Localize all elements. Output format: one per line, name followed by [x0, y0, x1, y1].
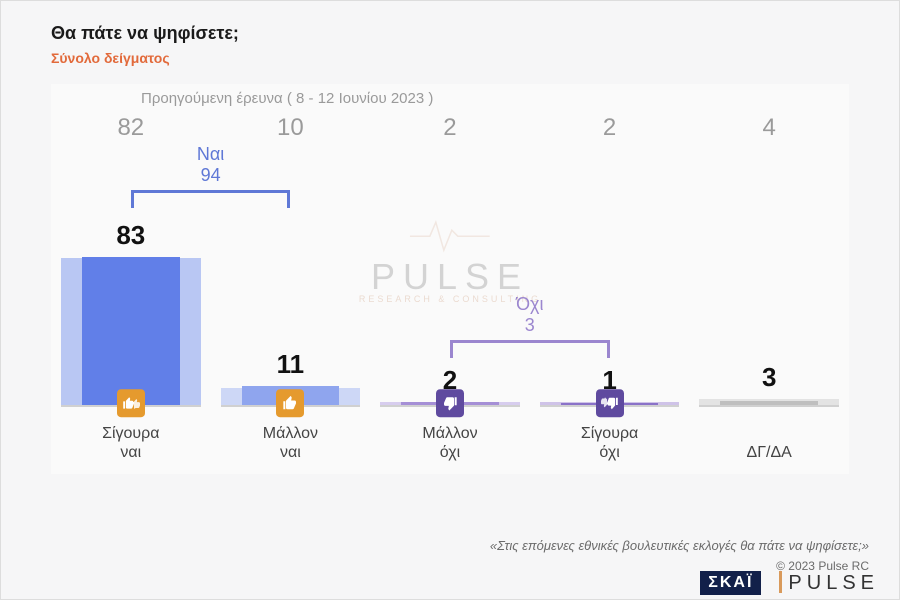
thumbs-up-double-icon	[117, 389, 145, 417]
category-label: Σίγουραόχι	[530, 424, 690, 462]
group-label-Όχι: Όχι3	[450, 294, 610, 336]
chart-title: Θα πάτε να ψηφίσετε;	[51, 23, 849, 44]
group-label-Ναι: Ναι94	[131, 144, 291, 186]
bar-area	[221, 226, 361, 406]
prev-value: 4	[689, 114, 849, 142]
bar-col-probably_no: 2 2 Μάλλονόχι	[370, 84, 530, 474]
survey-question-footer: «Στις επόμενες εθνικές βουλευτικές εκλογ…	[490, 538, 869, 553]
bar-area	[61, 226, 201, 406]
prev-value: 82	[51, 114, 211, 142]
thumbs-down-double-icon	[596, 389, 624, 417]
prev-value: 2	[530, 114, 690, 142]
bar-col-probably_yes: 10 11 Μάλλονναι	[211, 84, 371, 474]
logo-strip: ΣΚΑΪ PULSE	[700, 569, 879, 597]
prev-value: 10	[211, 114, 371, 142]
bar-col-definitely_yes: 82 83 Σίγουραναι	[51, 84, 211, 474]
chart-plot-area: Προηγούμενη έρευνα ( 8 - 12 Ιουνίου 2023…	[51, 84, 849, 474]
poll-chart-card: Θα πάτε να ψηφίσετε; Σύνολο δείγματος Πρ…	[0, 0, 900, 600]
prev-value: 2	[370, 114, 530, 142]
chart-subtitle: Σύνολο δείγματος	[51, 50, 849, 66]
bar-area	[699, 226, 839, 406]
category-label: Σίγουραναι	[51, 424, 211, 462]
bar-col-dk_na: 4 3 ΔΓ/ΔΑ	[689, 84, 849, 474]
category-label: Μάλλονναι	[211, 424, 371, 462]
category-label: ΔΓ/ΔΑ	[689, 443, 849, 462]
thumbs-up-icon	[276, 389, 304, 417]
pulse-logo: PULSE	[779, 571, 879, 595]
bar-current	[82, 257, 180, 406]
skai-logo: ΣΚΑΪ	[700, 571, 761, 595]
category-label: Μάλλονόχι	[370, 424, 530, 462]
baseline	[699, 405, 839, 407]
bar-col-definitely_no: 2 1 Σίγουραόχι	[530, 84, 690, 474]
thumbs-down-icon	[436, 389, 464, 417]
bar-columns: 82 83 Σίγουραναι 10 11 Μάλλονναι 2	[51, 84, 849, 474]
